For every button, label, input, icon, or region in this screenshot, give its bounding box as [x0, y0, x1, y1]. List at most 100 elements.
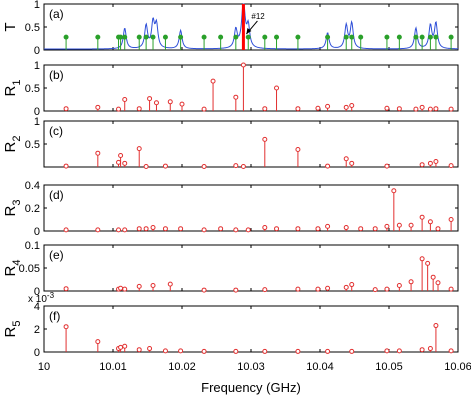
y-tick-label: 0 — [34, 45, 40, 57]
x-tick-label: 10.02 — [168, 361, 196, 373]
stem-marker-b-17 — [325, 103, 331, 109]
stem-marker-a-5 — [136, 34, 142, 40]
stem-marker-c-3 — [118, 153, 124, 158]
stem-marker-f-19 — [433, 323, 439, 329]
panel-a: 0 0.5 1 T (a) #12 — [2, 0, 459, 57]
stem-marker-a-23 — [413, 34, 419, 40]
stem-marker-c-18 — [427, 160, 433, 166]
stem-marker-f-17 — [419, 347, 425, 353]
stem-marker-d-25 — [419, 214, 425, 220]
stem-marker-d-14 — [274, 226, 280, 232]
stem-marker-f-12 — [295, 348, 301, 354]
y-tick-label: 0 — [34, 347, 40, 359]
stem-marker-e-23 — [448, 286, 454, 292]
stem-marker-e-11 — [315, 286, 321, 292]
stem-marker-c-20 — [448, 163, 454, 169]
stem-marker-c-2 — [116, 159, 122, 165]
stem-marker-e-4 — [136, 283, 142, 289]
y-tick-label: 1 — [34, 116, 40, 128]
stem-marker-d-18 — [343, 225, 349, 231]
stem-marker-b-24 — [427, 106, 433, 112]
stem-marker-e-7 — [201, 287, 207, 293]
stem-marker-d-26 — [427, 219, 433, 225]
stem-marker-d-15 — [295, 226, 301, 232]
stem-marker-a-3 — [118, 34, 124, 40]
stem-marker-d-11 — [233, 227, 239, 233]
stem-marker-d-21 — [384, 223, 390, 229]
y-tick-label: 0.5 — [25, 22, 40, 34]
y-multiplier: x 10-3 — [28, 291, 55, 305]
stem-marker-c-6 — [143, 164, 149, 170]
stem-marker-a-15 — [274, 34, 280, 40]
stem-marker-d-28 — [448, 217, 454, 222]
stem-marker-b-20 — [384, 105, 390, 111]
stem-marker-f-7 — [162, 348, 168, 354]
stem-marker-b-4 — [136, 106, 142, 112]
stem-marker-a-26 — [433, 34, 439, 40]
stem-marker-d-7 — [162, 226, 168, 232]
panel-label: (a) — [49, 7, 64, 21]
annotation-label: #12 — [251, 12, 265, 21]
y-axis-label: R5 — [2, 321, 23, 338]
stem-marker-d-5 — [143, 226, 149, 232]
stem-marker-e-13 — [343, 284, 349, 290]
stem-marker-a-7 — [150, 34, 156, 40]
stem-marker-b-2 — [116, 106, 122, 112]
stem-marker-e-6 — [167, 281, 173, 287]
stem-marker-a-8 — [162, 34, 168, 40]
stem-marker-f-6 — [147, 346, 153, 352]
y-axis-label: R3 — [2, 200, 23, 217]
y-tick-label: 0.2 — [25, 203, 40, 215]
stem-marker-c-11 — [262, 136, 268, 142]
stem-marker-b-3 — [122, 97, 128, 102]
y-tick-label: 4 — [34, 301, 40, 313]
stem-marker-a-14 — [262, 34, 268, 40]
stem-marker-f-3 — [118, 344, 124, 350]
stem-marker-c-17 — [419, 162, 425, 168]
stem-marker-a-11 — [218, 34, 224, 40]
stem-marker-b-7 — [167, 99, 173, 105]
stem-marker-f-9 — [201, 348, 207, 354]
stem-marker-e-21 — [430, 274, 436, 280]
stem-marker-b-21 — [396, 106, 402, 112]
stem-marker-b-19 — [349, 102, 355, 108]
axis-box — [43, 64, 459, 112]
stem-marker-b-26 — [448, 106, 454, 112]
axis-box — [43, 3, 459, 51]
stem-marker-b-13 — [262, 106, 268, 112]
stem-marker-f-1 — [95, 339, 101, 345]
stem-marker-d-2 — [116, 227, 122, 233]
stem-marker-a-6 — [143, 34, 149, 40]
stem-marker-d-23 — [396, 222, 402, 228]
stem-marker-b-16 — [315, 105, 321, 111]
panel-b: 0 0.5 1 R1 (b) — [2, 60, 459, 118]
stem-marker-c-8 — [201, 164, 207, 170]
panel-label: (d) — [49, 188, 64, 202]
stem-marker-c-16 — [384, 163, 390, 169]
stem-marker-d-0 — [63, 227, 69, 233]
stem-marker-a-21 — [384, 34, 390, 40]
stem-marker-f-8 — [178, 348, 184, 354]
stem-marker-b-10 — [210, 78, 216, 84]
stem-marker-a-19 — [349, 34, 355, 40]
stem-marker-f-0 — [63, 324, 69, 330]
stem-marker-b-14 — [274, 85, 280, 91]
annotation-arrowhead — [246, 28, 252, 34]
stem-marker-d-9 — [201, 227, 207, 233]
stem-marker-d-24 — [408, 222, 414, 228]
stem-marker-b-25 — [433, 106, 439, 112]
y-tick-label: 0.1 — [25, 240, 40, 252]
panel-d: 0 0.2 0.4R3 (d) — [2, 180, 459, 238]
y-axis-label: R2 — [2, 136, 23, 153]
y-axis-label: R1 — [2, 80, 23, 97]
stem-marker-e-18 — [408, 279, 414, 285]
stem-marker-b-18 — [343, 104, 349, 110]
stem-marker-e-17 — [396, 282, 402, 288]
stem-marker-e-19 — [419, 256, 425, 262]
stem-marker-a-24 — [419, 34, 425, 40]
y-tick-label: 0 — [34, 226, 40, 238]
stem-marker-b-12 — [240, 62, 246, 68]
stem-marker-b-23 — [419, 104, 425, 110]
panel-e: 0 0.05 0.1R4 (e) — [2, 240, 459, 298]
